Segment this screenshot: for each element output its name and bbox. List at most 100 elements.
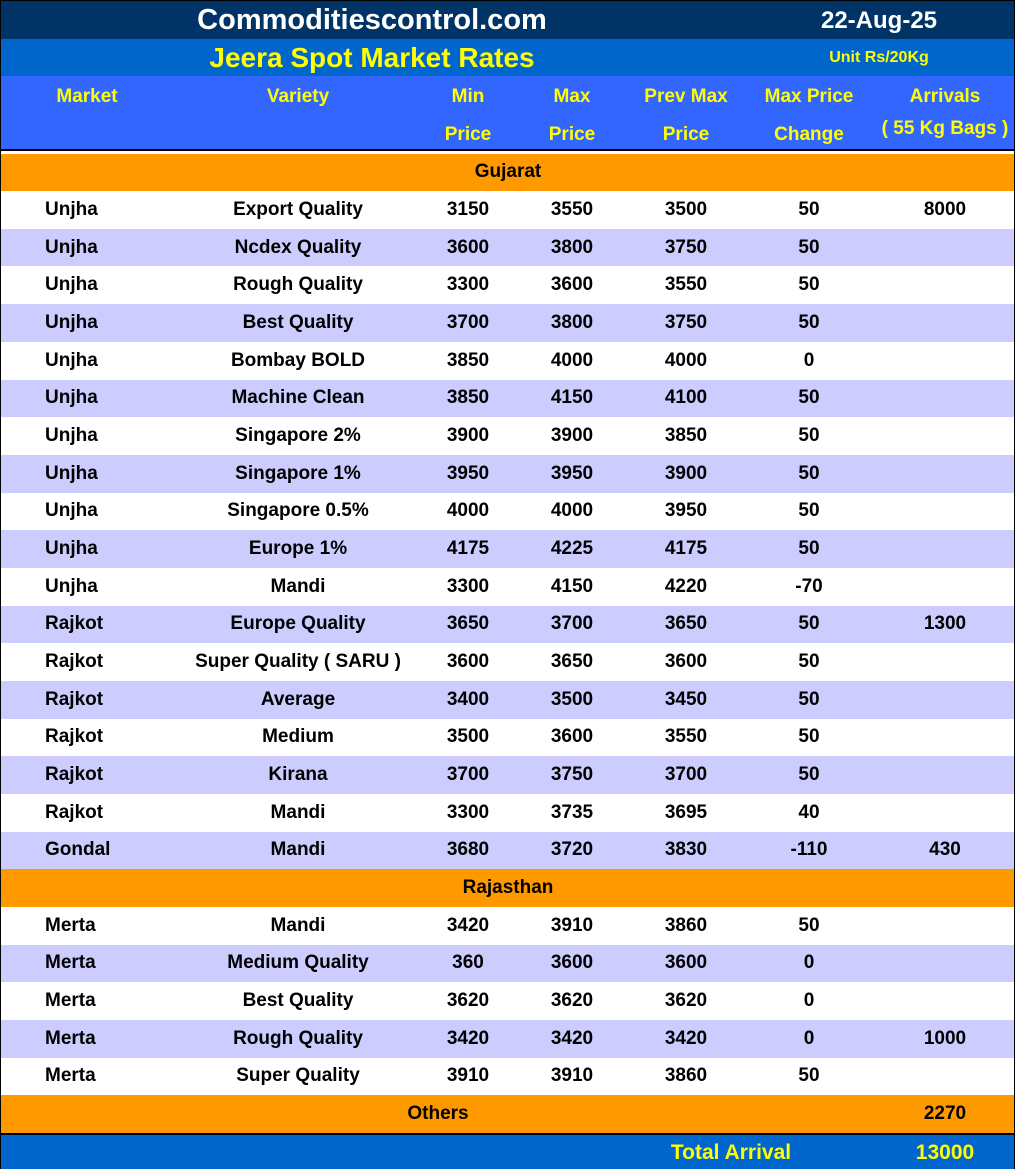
table-row: Merta Rough Quality 3420 3420 3420 0 1000: [1, 1019, 1014, 1058]
cell-arrivals: 430: [929, 839, 961, 861]
table-row: Unjha Europe 1% 4175 4225 4175 50: [1, 530, 1014, 568]
cell-max-price: 3420: [550, 1027, 594, 1049]
cell-max-price-change: 50: [798, 613, 820, 635]
cell-prev-max-price: 3900: [664, 462, 708, 484]
cell-market: Unjha: [45, 500, 98, 522]
cell-min-price: 3300: [446, 801, 490, 823]
cell-market: Merta: [45, 990, 96, 1012]
cell-variety: Ncdex Quality: [234, 236, 362, 258]
report-date: 22-Aug-25: [820, 7, 938, 34]
cell-market: Unjha: [45, 387, 98, 409]
cell-prev-max-price: 3420: [664, 1027, 708, 1049]
section-header: Rajasthan: [1, 869, 1014, 907]
cell-prev-max-price: 3650: [664, 613, 708, 635]
cell-max-price-change: 50: [798, 236, 820, 258]
title-bar: Commoditiescontrol.com 22-Aug-25: [1, 1, 1014, 39]
cell-prev-max-price: 4100: [664, 387, 708, 409]
cell-max-price: 4000: [550, 500, 594, 522]
table-row: Unjha Singapore 0.5% 4000 4000 3950 50: [1, 493, 1014, 531]
cell-min-price: 3400: [446, 688, 490, 710]
cell-variety: Best Quality: [242, 312, 354, 333]
table-row: Merta Super Quality 3910 3910 3860 50: [1, 1058, 1014, 1096]
cell-prev-max-price: 4175: [664, 538, 708, 560]
table-row: Rajkot Europe Quality 3650 3700 3650 50 1300: [1, 605, 1014, 644]
cell-max-price-change: 50: [798, 688, 820, 710]
cell-max-price: 3500: [550, 688, 594, 710]
cell-market: Unjha: [45, 274, 98, 296]
total-label: Total Arrival: [670, 1141, 792, 1164]
arrivals-unit: ( 55 Kg Bags ): [881, 118, 1009, 139]
cell-min-price: 3300: [446, 274, 490, 296]
col-market: Market: [56, 86, 118, 107]
cell-prev-max-price: 3500: [664, 198, 708, 220]
cell-max-price-change: 0: [803, 952, 815, 974]
cell-max-price: 3600: [550, 726, 594, 748]
table-row: Unjha Export Quality 3150 3550 3500 50 8000: [1, 191, 1014, 229]
cell-max-price: 3720: [550, 839, 594, 861]
subtitle-bar: Jeera Spot Market Rates Unit Rs/20Kg: [1, 39, 1014, 76]
cell-market: Unjha: [45, 312, 98, 333]
site-title: Commoditiescontrol.com: [197, 4, 547, 36]
cell-prev-max-price: 3750: [664, 236, 708, 258]
cell-min-price: 3850: [446, 349, 490, 371]
cell-min-price: 3700: [446, 764, 490, 786]
cell-market: Merta: [45, 1027, 96, 1049]
cell-market: Rajkot: [45, 764, 104, 786]
cell-min-price: 360: [452, 952, 484, 974]
total-value: 13000: [915, 1141, 975, 1164]
cell-prev-max-price: 3620: [664, 990, 708, 1012]
cell-prev-max-price: 4000: [664, 349, 708, 371]
cell-prev-max-price: 3550: [664, 726, 708, 748]
cell-variety: Best Quality: [242, 990, 354, 1012]
total-row: Total Arrival 13000: [1, 1133, 1014, 1169]
table-row: Gondal Mandi 3680 3720 3830 -110 430: [1, 831, 1014, 870]
cell-variety: Bombay BOLD: [230, 349, 366, 371]
table-row: Merta Medium Quality 360 3600 3600 0: [1, 944, 1014, 983]
cell-max-price-change: 50: [798, 538, 820, 560]
cell-market: Unjha: [45, 349, 98, 371]
report-title: Jeera Spot Market Rates: [209, 42, 535, 73]
cell-variety: Europe Quality: [230, 613, 366, 635]
cell-min-price: 4000: [446, 500, 490, 522]
cell-variety: Export Quality: [233, 198, 363, 220]
cell-max-price: 3735: [550, 801, 594, 823]
table-row: Unjha Ncdex Quality 3600 3800 3750 50: [1, 228, 1014, 267]
cell-max-price: 3800: [550, 312, 594, 333]
cell-max-price-change: 50: [798, 500, 820, 522]
cell-max-price: 3650: [550, 651, 594, 673]
cell-market: Unjha: [45, 425, 98, 447]
cell-variety: Super Quality: [236, 1065, 360, 1087]
cell-prev-max-price: 3695: [664, 801, 708, 823]
section-header: Gujarat: [1, 153, 1014, 192]
table-row: Unjha Machine Clean 3850 4150 4100 50: [1, 379, 1014, 418]
cell-min-price: 3680: [446, 839, 490, 861]
cell-min-price: 3700: [446, 312, 490, 333]
cell-max-price: 4225: [550, 538, 594, 560]
cell-max-price: 3700: [550, 613, 594, 635]
cell-variety: Super Quality ( SARU ): [195, 651, 401, 673]
cell-market: Unjha: [45, 198, 98, 220]
cell-max-price-change: 40: [798, 801, 820, 823]
cell-min-price: 3420: [446, 1027, 490, 1049]
cell-variety: Singapore 1%: [235, 462, 361, 484]
cell-max-price-change: 0: [803, 1027, 815, 1049]
cell-min-price: 3420: [446, 914, 490, 936]
cell-market: Rajkot: [45, 613, 104, 635]
cell-max-price: 3750: [550, 764, 594, 786]
table-row: Unjha Singapore 1% 3950 3950 3900 50: [1, 454, 1014, 493]
cell-min-price: 3850: [446, 387, 490, 409]
cell-variety: Rough Quality: [233, 1027, 363, 1049]
col-change-2: Change: [774, 124, 844, 145]
cell-min-price: 3300: [446, 575, 490, 597]
cell-max-price: 3800: [550, 236, 594, 258]
table-row: Unjha Rough Quality 3300 3600 3550 50: [1, 267, 1014, 305]
col-max-2: Price: [548, 124, 596, 145]
table-row: Rajkot Super Quality ( SARU ) 3600 3650 3600…: [1, 643, 1014, 681]
table-row: Rajkot Average 3400 3500 3450 50: [1, 680, 1014, 719]
col-prev: Prev Max: [644, 86, 728, 107]
cell-variety: Europe 1%: [248, 538, 348, 560]
cell-max-price: 4150: [550, 387, 594, 409]
cell-max-price-change: 50: [798, 387, 820, 409]
table-row: Unjha Singapore 2% 3900 3900 3850 50: [1, 417, 1014, 455]
